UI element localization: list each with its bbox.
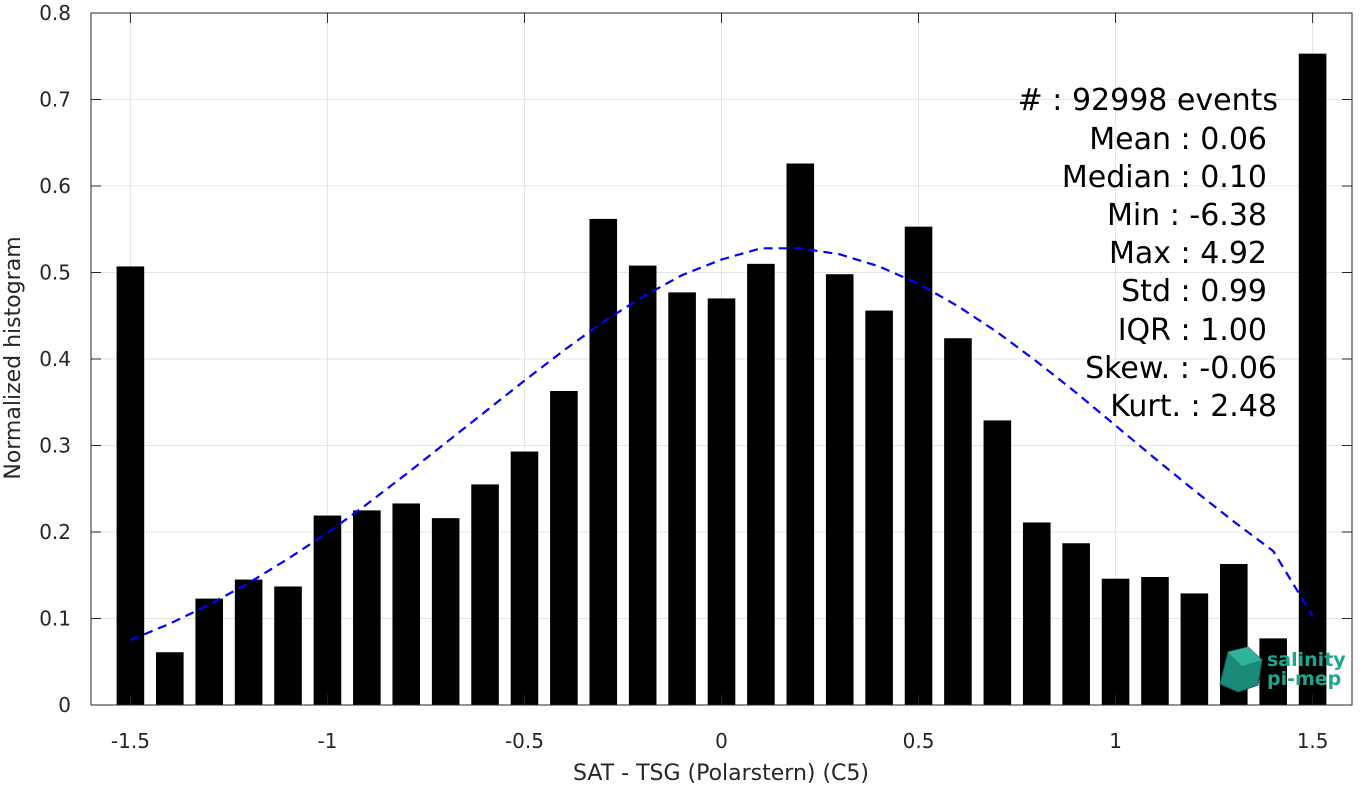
statistics-box: # : 92998 events Mean : 0.06 Median : 0.… (1018, 83, 1278, 424)
stat-iqr: IQR : 1.00 (1118, 313, 1267, 348)
histogram-bar (904, 226, 933, 705)
bars (116, 53, 1327, 705)
x-axis-ticks: -1.5 -1 -0.5 0 0.5 1 1.5 (111, 13, 1329, 753)
histogram-bar (668, 292, 696, 705)
y-tick-label: 0.2 (39, 520, 71, 544)
histogram-bar (747, 263, 775, 705)
x-axis-title: SAT - TSG (Polarstern) (C5) (573, 761, 869, 785)
stat-min: Min : -6.38 (1107, 198, 1267, 233)
y-tick-label: 0.4 (39, 347, 71, 371)
histogram-bar (983, 420, 1012, 705)
histogram-bar (156, 652, 184, 705)
histogram-bar (471, 484, 499, 705)
x-tick-label: 1 (1109, 729, 1122, 753)
histogram-bar (589, 218, 618, 705)
y-tick-label: 0 (58, 693, 71, 717)
histogram-bar (274, 586, 302, 705)
histogram-bar (707, 298, 736, 705)
y-axis-ticks: 0 0.1 0.2 0.3 0.4 0.5 0.6 0.7 0.8 (39, 1, 1352, 717)
stat-max: Max : 4.92 (1109, 236, 1267, 271)
histogram-bar (234, 579, 263, 705)
stat-kurtosis: Kurt. : 2.48 (1110, 389, 1277, 424)
y-tick-label: 0.3 (39, 434, 71, 458)
histogram-bar (392, 503, 421, 705)
histogram-bar (431, 518, 460, 705)
salinity-pi-mep-logo: salinity pi-mep (1219, 646, 1346, 693)
y-tick-label: 0.6 (39, 174, 71, 198)
logo-text-line-1: salinity (1267, 649, 1346, 671)
histogram-bar (1101, 578, 1130, 705)
histogram-bar (195, 598, 224, 705)
histogram-bar (628, 265, 657, 705)
histogram-bar (944, 338, 972, 705)
histogram-bar (1022, 522, 1051, 705)
y-tick-label: 0.7 (39, 88, 71, 112)
x-tick-label: 0.5 (903, 729, 935, 753)
stat-std: Std : 0.99 (1121, 274, 1267, 309)
stat-count: # : 92998 events (1018, 83, 1278, 118)
y-tick-label: 0.1 (39, 607, 71, 631)
x-tick-label: 1.5 (1297, 729, 1329, 753)
histogram-bar (116, 266, 145, 705)
histogram-bar (825, 274, 854, 705)
x-tick-label: -1.5 (111, 729, 150, 753)
x-tick-label: -1 (317, 729, 337, 753)
histogram-bar (786, 163, 815, 705)
histogram-bar (1180, 593, 1209, 705)
histogram-bar (510, 451, 539, 705)
histogram-bar (313, 515, 342, 705)
y-tick-label: 0.8 (39, 1, 71, 25)
logo-cube-face-icon (1228, 647, 1262, 666)
y-tick-label: 0.5 (39, 261, 71, 285)
gaussian-fit (129, 247, 1314, 642)
histogram-bar (1298, 53, 1327, 705)
gaussian-fit-line (129, 247, 1314, 642)
stat-mean: Mean : 0.06 (1089, 122, 1267, 157)
y-axis-title: Normalized histogram (1, 236, 26, 479)
histogram-bar (1259, 638, 1287, 705)
stat-skewness: Skew. : -0.06 (1085, 351, 1277, 386)
histogram-bar (353, 510, 381, 705)
x-tick-label: -0.5 (505, 729, 544, 753)
histogram-bar (865, 310, 893, 705)
histogram-bar (550, 391, 578, 705)
logo-text-line-2: pi-mep (1267, 668, 1341, 690)
stat-median: Median : 0.10 (1062, 160, 1267, 195)
histogram-bar (1062, 543, 1090, 705)
x-tick-label: 0 (715, 729, 728, 753)
histogram-bar (1141, 576, 1169, 705)
